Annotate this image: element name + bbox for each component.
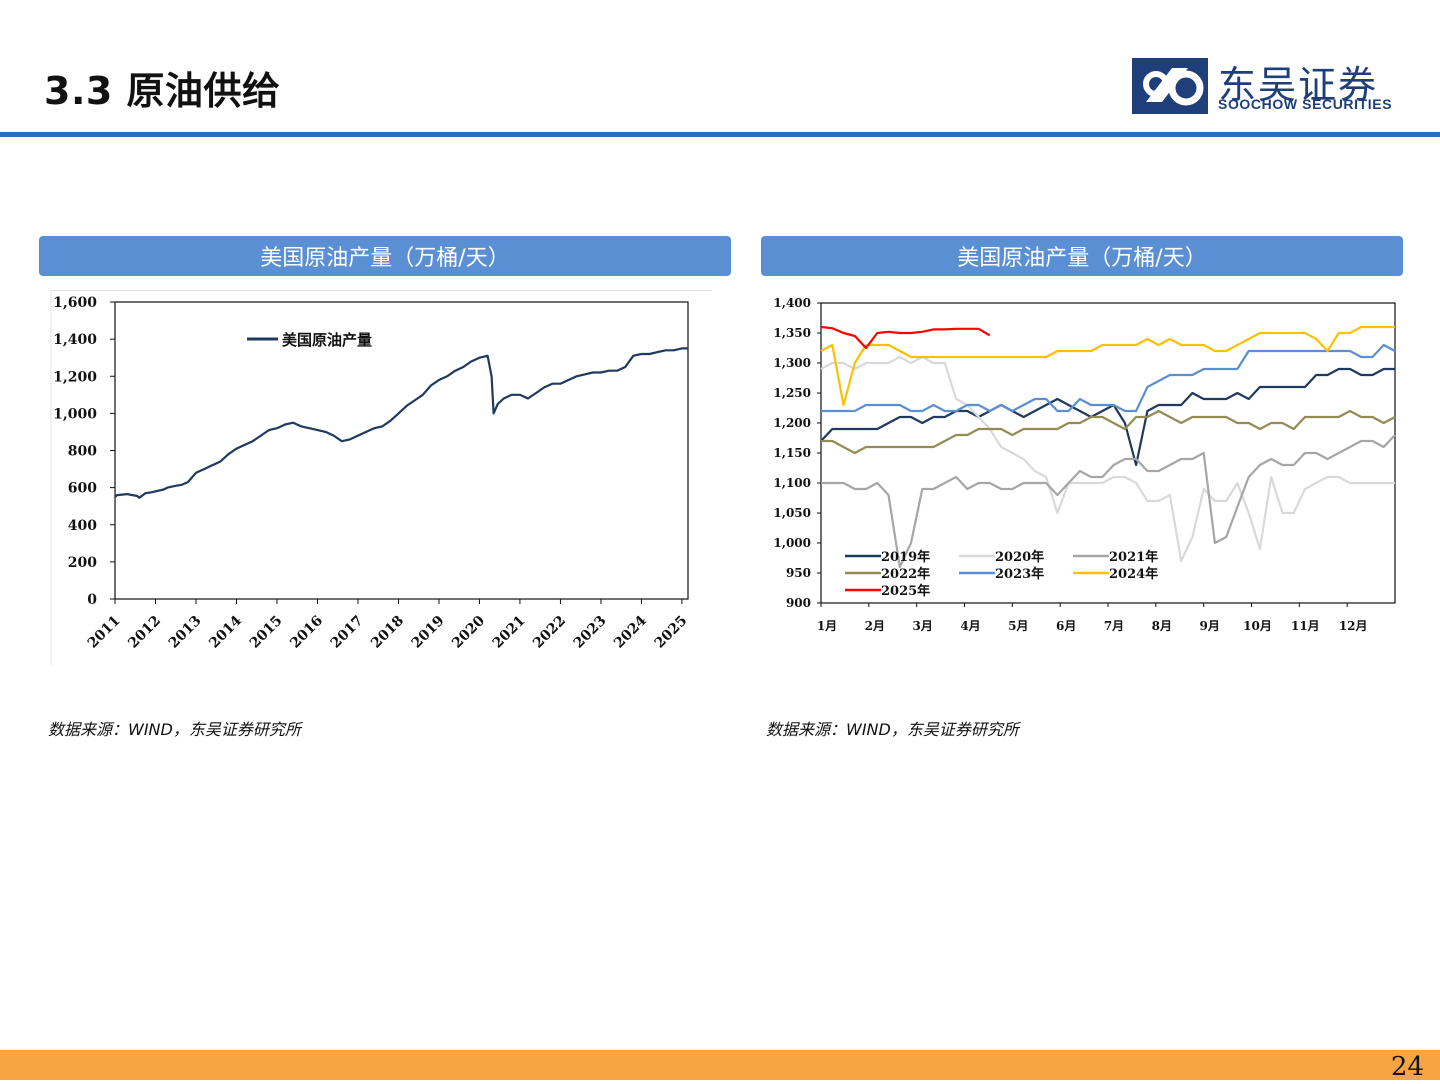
- x-tick-label: 10月: [1243, 619, 1272, 633]
- us-crude-production-seasonal-chart: 900 950 1,000 1,050 1,100 1,150 1,200 1,250 1,30…: [773, 296, 1396, 633]
- footer-bar: [0, 1050, 1440, 1080]
- logo-english-name: SOOCHOW SECURITIES: [1218, 96, 1393, 112]
- legend-label: 2022年: [881, 566, 930, 582]
- logo-chinese-name: 东吴证券: [1218, 63, 1379, 107]
- page-number: 24: [1390, 1052, 1424, 1082]
- soochow-logo-icon: [1132, 58, 1208, 114]
- x-tick-label: 2017: [328, 613, 367, 652]
- x-tick-label: 2023: [571, 613, 610, 652]
- x-tick-label: 2011: [85, 613, 124, 652]
- x-tick-label: 2015: [247, 613, 286, 652]
- x-tick-label: 2019: [409, 613, 448, 652]
- x-tick-label: 12月: [1339, 619, 1368, 633]
- plot-area-border: [114, 301, 689, 600]
- y-tick-label: 1,000: [773, 536, 811, 550]
- y-tick-label: 1,400: [53, 332, 97, 348]
- series-line-2023年: [821, 343, 1396, 413]
- x-tick-label: 2012: [125, 613, 164, 652]
- x-tick-label: 2024: [611, 613, 650, 652]
- y-tick-label: 1,150: [773, 446, 811, 460]
- x-tick-label: 6月: [1056, 619, 1076, 633]
- x-tick-label: 9月: [1199, 619, 1219, 633]
- left-panel-header: 美国原油产量（万桶/天）: [39, 236, 731, 276]
- x-tick-label: 8月: [1152, 619, 1172, 633]
- y-tick-label: 1,250: [773, 386, 811, 400]
- x-tick-label: 2014: [206, 613, 245, 652]
- y-tick-label: 1,200: [773, 416, 811, 430]
- legend-label: 美国原油产量: [282, 331, 372, 349]
- x-tick-label: 2013: [166, 613, 205, 652]
- legend-label: 2019年: [881, 549, 930, 565]
- x-tick-label: 4月: [960, 619, 980, 633]
- legend-label: 2024年: [1109, 566, 1158, 582]
- series-line-2021年: [821, 434, 1396, 569]
- x-tick-label: 2020: [449, 613, 488, 652]
- x-tick-label: 11月: [1291, 619, 1320, 633]
- left-source-note: 数据来源：WIND，东吴证券研究所: [48, 720, 301, 739]
- series-line-2025年: [820, 325, 991, 350]
- y-tick-label: 1,400: [773, 296, 811, 310]
- y-tick-label: 950: [786, 566, 811, 580]
- y-tick-label: 0: [87, 592, 97, 608]
- series-line-2022年: [821, 409, 1396, 455]
- x-tick-label: 3月: [912, 619, 932, 633]
- series-line-2020年: [820, 355, 1395, 563]
- series-line-2024年: [820, 325, 1395, 407]
- right-panel-header: 美国原油产量（万桶/天）: [761, 236, 1403, 276]
- legend-label: 2021年: [1109, 549, 1158, 565]
- x-tick-label: 7月: [1104, 619, 1124, 633]
- x-tick-label: 2025: [652, 613, 691, 652]
- x-tick-label: 2018: [368, 613, 407, 652]
- y-tick-label: 1,600: [53, 295, 97, 311]
- y-tick-label: 800: [68, 444, 97, 460]
- x-tick-label: 2月: [865, 619, 885, 633]
- x-tick-label: 5月: [1008, 619, 1028, 633]
- right-source-note: 数据来源：WIND，东吴证券研究所: [766, 720, 1019, 739]
- y-tick-label: 900: [786, 596, 811, 610]
- y-tick-label: 1,200: [53, 369, 97, 385]
- y-tick-label: 1,050: [773, 506, 811, 520]
- slide-title: 3.3 原油供给: [44, 69, 281, 113]
- x-tick-label: 2021: [490, 613, 529, 652]
- y-tick-label: 200: [68, 555, 97, 571]
- x-tick-label: 1月: [817, 619, 837, 633]
- series-line-2019年: [820, 367, 1395, 467]
- legend-label: 2020年: [995, 549, 1044, 565]
- y-tick-label: 1,300: [773, 356, 811, 370]
- title-divider: [0, 132, 1440, 137]
- legend-label: 2023年: [995, 566, 1044, 582]
- y-tick-label: 1,000: [53, 406, 97, 422]
- y-tick-label: 1,350: [773, 326, 811, 340]
- legend-label: 2025年: [881, 583, 930, 599]
- y-tick-label: 1,100: [773, 476, 811, 490]
- company-logo: 东吴证券 SOOCHOW SECURITIES: [1132, 56, 1412, 116]
- x-tick-label: 2022: [530, 613, 569, 652]
- series-line-us-crude-production: [114, 347, 688, 499]
- x-tick-label: 2016: [287, 613, 326, 652]
- y-tick-label: 400: [68, 518, 97, 534]
- y-tick-label: 600: [68, 481, 97, 497]
